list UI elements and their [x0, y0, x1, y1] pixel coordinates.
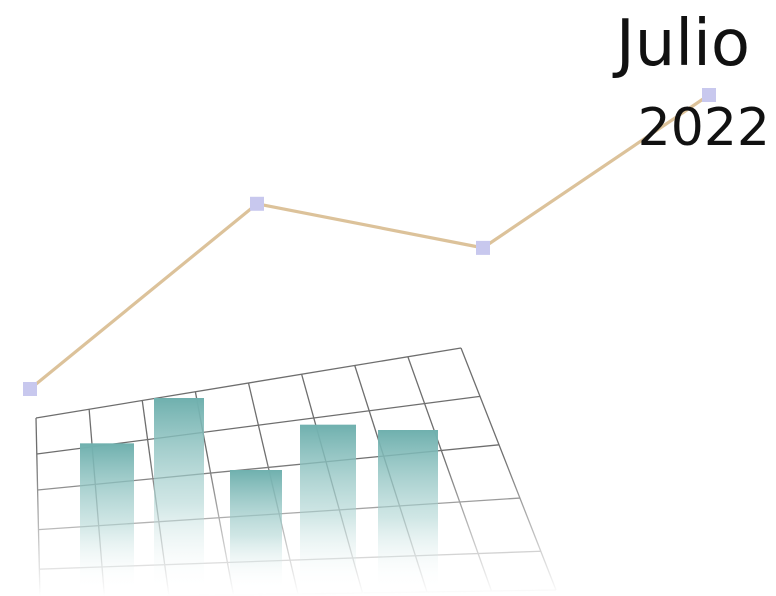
bar — [300, 424, 356, 590]
series-line — [28, 93, 711, 391]
bar — [230, 470, 282, 590]
bar-series — [80, 398, 438, 590]
bar — [154, 398, 204, 590]
line-point — [476, 240, 490, 255]
line-point — [23, 382, 37, 396]
grid-line-vertical — [407, 356, 493, 592]
line-series — [23, 88, 716, 396]
grid-line-horizontal — [35, 347, 462, 419]
grid-line-horizontal — [127, 589, 557, 596]
line-point — [702, 88, 716, 102]
bar — [80, 443, 134, 590]
line-point — [250, 196, 264, 211]
chart-title: Julio — [615, 7, 750, 81]
grid-line-vertical — [35, 417, 41, 596]
chart-subtitle: 2022 — [637, 98, 770, 158]
bar — [378, 430, 438, 590]
grid-line-vertical — [460, 347, 557, 591]
